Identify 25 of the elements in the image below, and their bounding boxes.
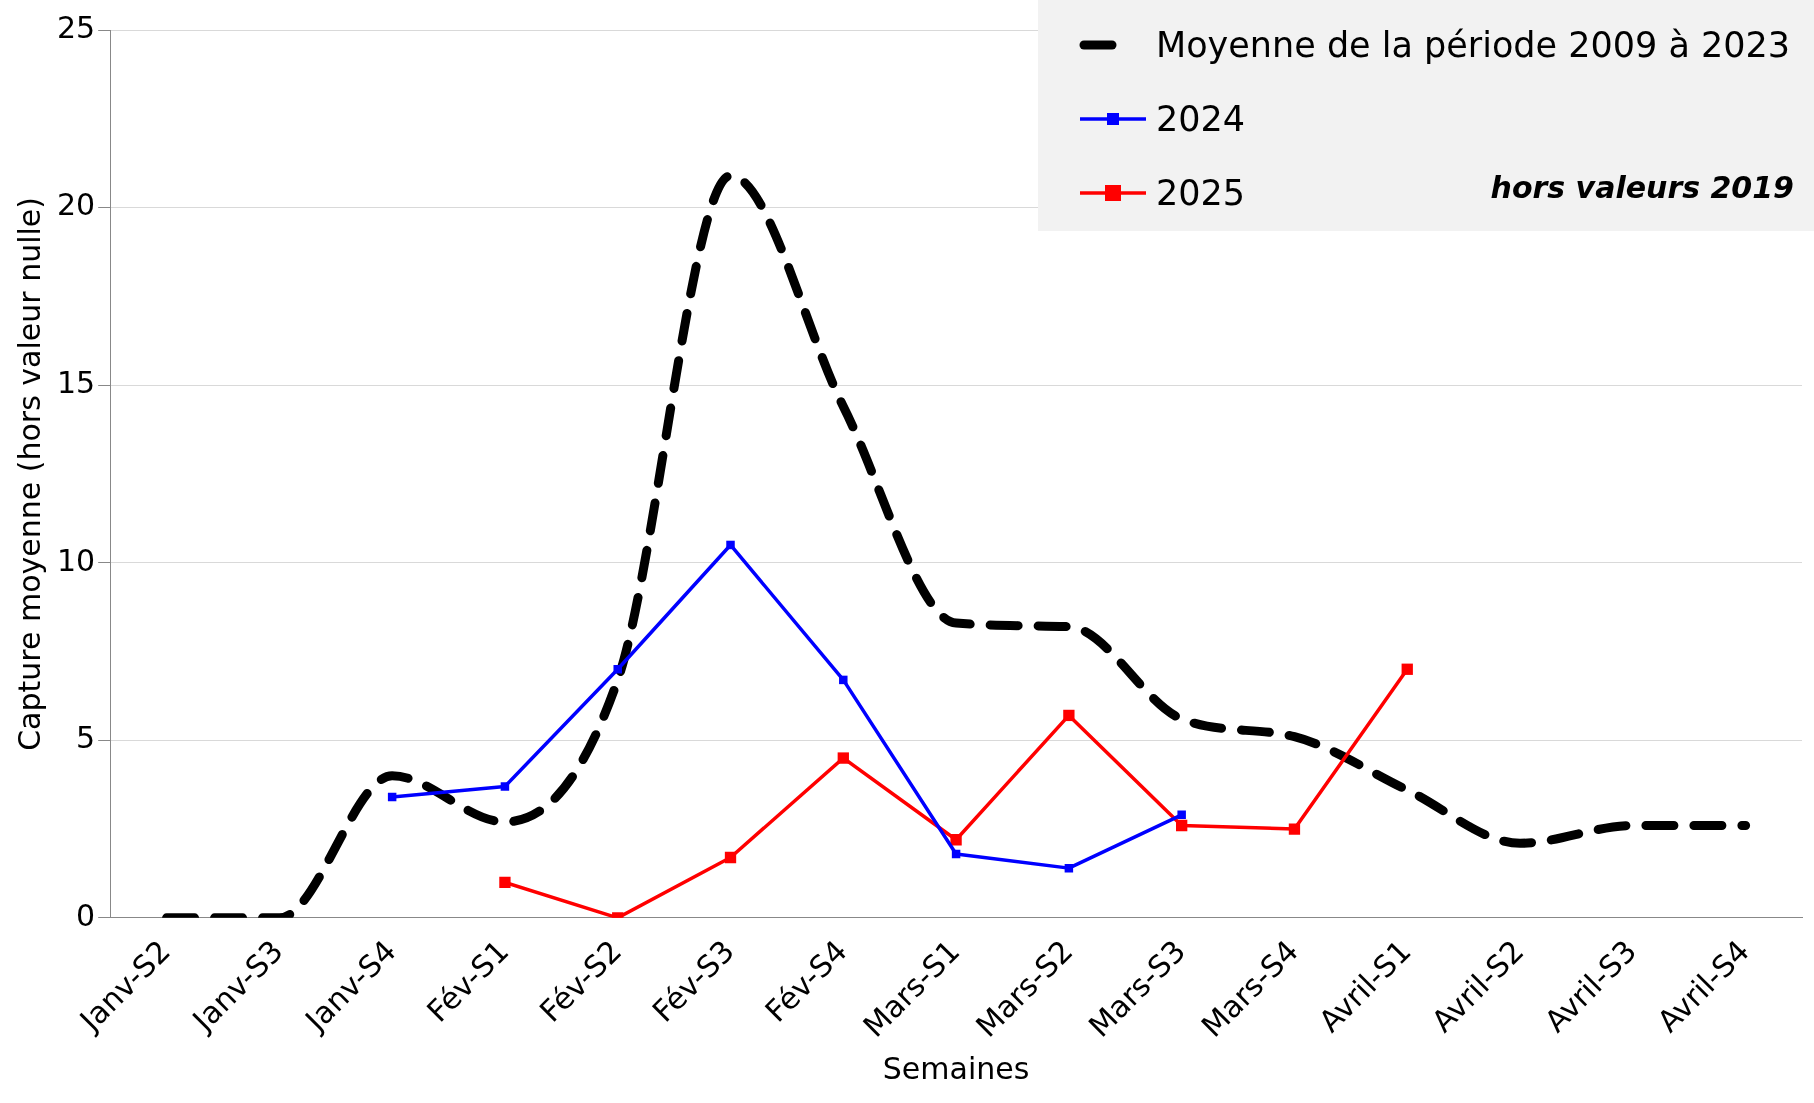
- point: [613, 665, 622, 674]
- point: [1177, 810, 1186, 820]
- point: [837, 752, 849, 764]
- annotation: hors valeurs 2019: [1490, 170, 1794, 205]
- y-tick-label: 20: [56, 187, 96, 223]
- point: [726, 540, 735, 550]
- point: [1401, 663, 1413, 675]
- y-axis-title: Capture moyenne (hors valeur nulle): [11, 196, 47, 751]
- point: [1288, 823, 1301, 835]
- legend-label: 2024: [1156, 99, 1246, 139]
- point: [500, 782, 510, 791]
- point: [499, 876, 511, 888]
- legend-label: 2025: [1156, 173, 1246, 213]
- point: [724, 851, 737, 864]
- y-tick-label: 25: [56, 9, 96, 45]
- y-tick-label: 15: [56, 364, 96, 400]
- point: [839, 675, 848, 685]
- y-tick-label: 0: [76, 897, 96, 933]
- x-axis-title: Semaines: [882, 1050, 1030, 1086]
- y-tick-label: 5: [76, 720, 96, 756]
- point: [950, 834, 962, 846]
- y-tick-label: 10: [56, 542, 96, 578]
- point: [1176, 819, 1188, 832]
- legend-label: Moyenne de la période 2009 à 2023: [1156, 25, 1791, 65]
- point: [1063, 709, 1075, 722]
